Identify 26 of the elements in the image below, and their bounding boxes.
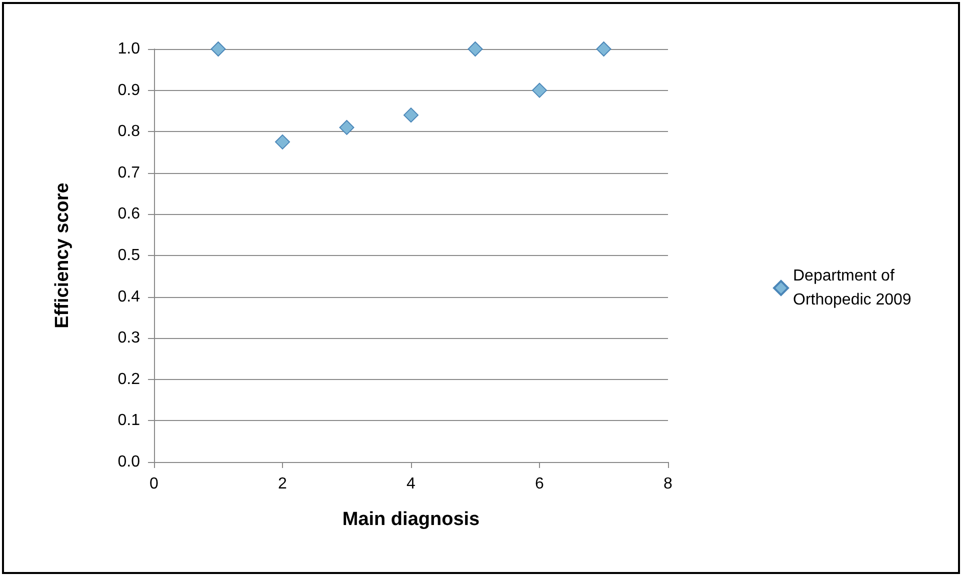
y-tick-label: 0.6 bbox=[118, 206, 140, 223]
point bbox=[596, 42, 612, 56]
y-tick-label: 0.4 bbox=[118, 288, 140, 306]
y-axis-title: Efficiency score bbox=[52, 182, 73, 328]
legend-label: Department of Orthopedic 2009 bbox=[793, 268, 912, 308]
y-tick-label: 0.2 bbox=[118, 370, 140, 388]
x-tick-label: 2 bbox=[278, 476, 288, 492]
point bbox=[532, 82, 547, 98]
x-tick-label: 6 bbox=[535, 476, 544, 492]
y-tick-label: 0.7 bbox=[118, 164, 140, 182]
x-tick-label: 4 bbox=[406, 476, 416, 492]
y-tick-label: 0.9 bbox=[118, 82, 140, 99]
y-tick-label: 1.0 bbox=[118, 40, 140, 58]
y-tick-label: 0.8 bbox=[118, 123, 140, 140]
y-tick-label: 0.1 bbox=[118, 412, 140, 430]
y-tick-label: 0.5 bbox=[118, 247, 140, 264]
point bbox=[210, 42, 226, 56]
point bbox=[468, 42, 483, 56]
point bbox=[339, 120, 354, 135]
point bbox=[404, 108, 418, 123]
point bbox=[275, 134, 290, 150]
x-axis-title: Main diagnosis bbox=[342, 509, 480, 530]
x-tick-label: 8 bbox=[664, 476, 673, 492]
y-tick-label: 0.0 bbox=[118, 454, 140, 470]
x-tick-label: 0 bbox=[150, 476, 159, 492]
y-tick-label: 0.3 bbox=[118, 330, 140, 347]
